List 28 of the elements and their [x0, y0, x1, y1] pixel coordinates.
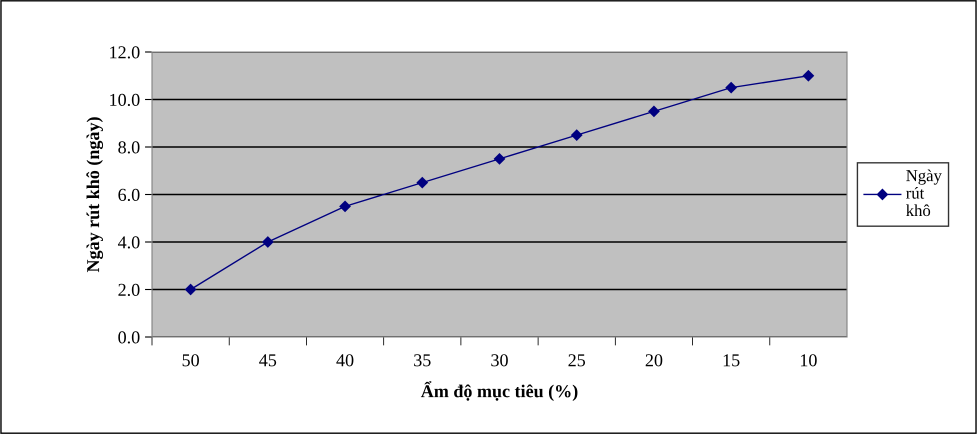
- point: [416, 177, 428, 188]
- x-tick-label: 20: [646, 354, 662, 366]
- y-tick-label: 4.0: [118, 236, 140, 249]
- x-tick-label: 45: [259, 354, 276, 366]
- y-tick-label: 6.0: [118, 188, 140, 202]
- x-tick-label: 15: [724, 354, 740, 366]
- y-tick-label: 0.0: [118, 331, 140, 344]
- y-tick-label: 12.0: [110, 46, 140, 59]
- point: [726, 82, 737, 94]
- x-tick-label: 35: [414, 354, 431, 366]
- y-tick-label: 10.0: [110, 94, 140, 106]
- x-tick-label: 40: [336, 354, 354, 366]
- x-tick-label: 25: [568, 354, 586, 366]
- x-axis-title: Ẩm độ mục tiêu (%): [420, 381, 578, 402]
- y-axis-title: Ngày rút khô (ngày): [86, 117, 104, 272]
- x-tick-label: 30: [491, 354, 508, 366]
- x-tick-label: 10: [800, 354, 817, 366]
- y-tick-label: 2.0: [118, 284, 140, 296]
- point: [339, 200, 351, 212]
- x-tick-label: 50: [182, 354, 199, 366]
- point: [648, 106, 660, 117]
- legend-label: Ngày rút khô: [906, 169, 942, 216]
- point: [185, 284, 196, 296]
- point: [494, 153, 506, 164]
- point: [802, 70, 814, 82]
- point: [262, 236, 274, 248]
- point: [571, 130, 582, 141]
- y-tick-label: 8.0: [118, 141, 140, 154]
